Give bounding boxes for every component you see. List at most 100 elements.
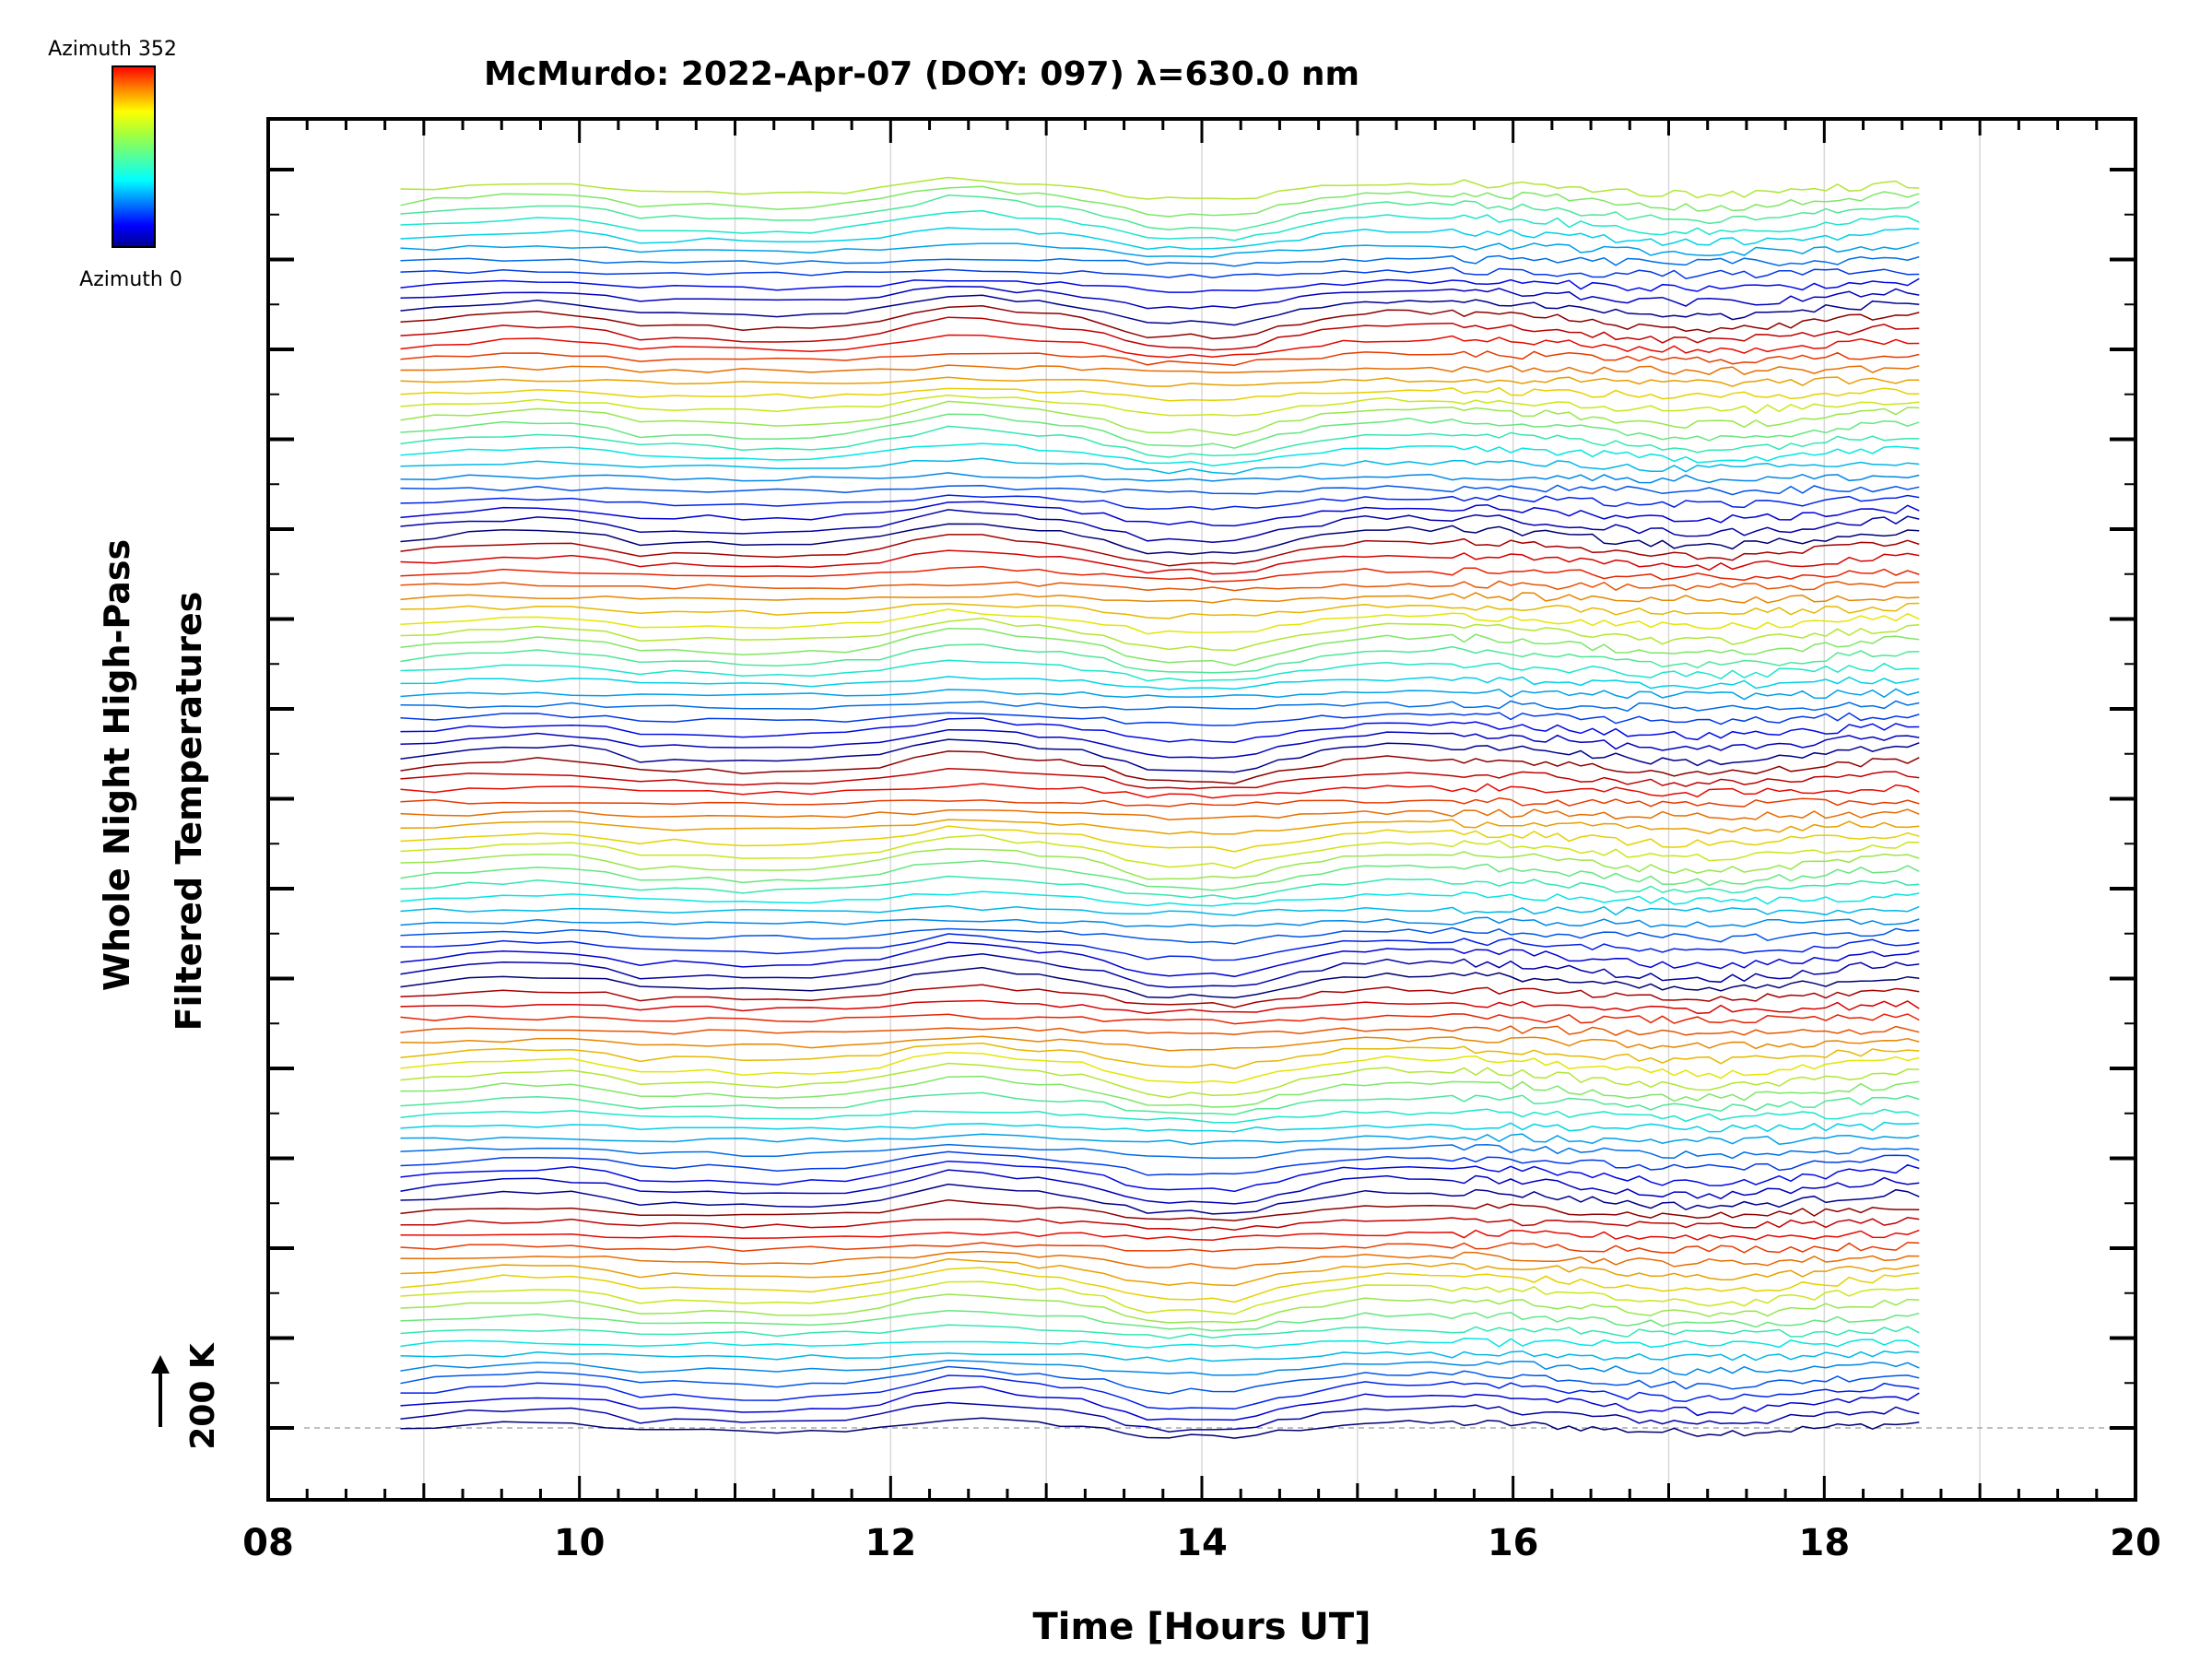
trace-line <box>400 1121 1920 1133</box>
trace-line <box>400 285 1920 310</box>
trace-line <box>400 386 1920 402</box>
trace-line <box>400 984 1920 1008</box>
traces <box>400 176 1920 1439</box>
trace-line <box>400 728 1920 760</box>
scale-bar-label: 200 K <box>184 1342 222 1450</box>
trace-line <box>400 1217 1920 1232</box>
trace-line <box>400 254 1920 267</box>
trace-line <box>400 1365 1920 1395</box>
x-tick-label: 20 <box>2110 1522 2161 1564</box>
colorbar-gradient <box>112 65 156 248</box>
chart-title: McMurdo: 2022-Apr-07 (DOY: 097) λ=630.0 … <box>484 55 1359 93</box>
trace-line <box>400 1267 1920 1303</box>
trace-line <box>400 1143 1920 1160</box>
trace-line <box>400 549 1920 575</box>
trace-line <box>400 750 1920 784</box>
trace-line <box>400 608 1920 635</box>
trace-line <box>400 1374 1920 1410</box>
trace-line <box>400 628 1920 666</box>
trace-line <box>400 350 1920 366</box>
trace-line <box>400 442 1920 466</box>
trace-line <box>400 602 1920 619</box>
trace-line <box>400 1350 1920 1362</box>
trace-line <box>400 523 1920 556</box>
colorbar-bottom-label: Azimuth 0 <box>79 268 182 291</box>
scale-bar: 200 K <box>151 1342 222 1450</box>
trace-line <box>400 457 1920 475</box>
trace-line <box>400 534 1920 567</box>
trace-line <box>400 565 1920 583</box>
trace-line <box>400 834 1920 869</box>
trace-line <box>400 277 1920 293</box>
trace-line <box>400 819 1920 835</box>
trace-line <box>400 875 1920 900</box>
trace-line <box>400 209 1920 242</box>
trace-line <box>400 242 1920 258</box>
trace-line <box>400 688 1920 701</box>
trace-line <box>400 176 1920 200</box>
trace-line <box>400 825 1920 853</box>
trace-line <box>400 1035 1920 1052</box>
trace-line <box>400 1360 1920 1376</box>
trace-line <box>400 425 1920 458</box>
axis-ticks: 08 10 12 14 16 18 20 <box>242 119 2161 1564</box>
trace-line <box>400 1198 1920 1221</box>
trace-line <box>400 676 1920 690</box>
trace-line <box>400 1417 1920 1439</box>
trace-line <box>400 1293 1920 1324</box>
trace-line <box>400 400 1920 436</box>
trace-line <box>400 1051 1920 1084</box>
trace-line <box>400 1075 1920 1108</box>
x-tick-label: 16 <box>1488 1522 1539 1564</box>
trace-line <box>400 1025 1920 1036</box>
trace-line <box>400 717 1920 743</box>
trace-line <box>400 1401 1920 1433</box>
y-axis-label-line2: Filtered Temperatures <box>169 592 209 1032</box>
trace-line <box>400 848 1920 880</box>
trace-line <box>400 195 1920 231</box>
y-axis-label-line1: Whole Night High-Pass <box>97 539 137 991</box>
trace-line <box>400 1386 1920 1421</box>
trace-line <box>400 933 1920 961</box>
trace-line <box>400 1324 1920 1339</box>
x-tick-label: 12 <box>865 1522 916 1564</box>
x-tick-label: 10 <box>554 1522 606 1564</box>
trace-line <box>400 1242 1920 1254</box>
trace-line <box>400 394 1920 417</box>
trace-line <box>400 580 1920 592</box>
trace-line <box>400 926 1920 945</box>
trace-line <box>400 1229 1920 1241</box>
trace-line <box>400 227 1920 250</box>
trace-line <box>400 618 1920 652</box>
trace-line <box>400 700 1920 713</box>
trace-line <box>400 953 1920 988</box>
trace-line <box>400 796 1920 808</box>
trace-line <box>400 1042 1920 1069</box>
trace-line <box>400 316 1920 351</box>
trace-line <box>400 738 1920 773</box>
trace-line <box>400 768 1920 790</box>
trace-line <box>400 859 1920 891</box>
trace-line <box>400 1160 1920 1193</box>
trace-line <box>400 808 1920 820</box>
trace-line <box>400 659 1920 682</box>
trace-line <box>400 941 1920 978</box>
trace-line <box>400 1250 1920 1269</box>
x-tick-label: 18 <box>1798 1522 1850 1564</box>
trace-line <box>400 364 1920 376</box>
trace-line <box>400 1013 1920 1025</box>
x-tick-label: 14 <box>1176 1522 1228 1564</box>
trace-line <box>400 905 1920 916</box>
trace-line <box>400 643 1920 674</box>
trace-line <box>400 712 1920 726</box>
colorbar: Azimuth 352 Azimuth 0 <box>48 38 182 291</box>
trace-line <box>400 592 1920 604</box>
y-axis-label: Whole Night High-Pass Filtered Temperatu… <box>97 539 209 1031</box>
trace-line <box>400 783 1920 799</box>
trace-line <box>400 1133 1920 1146</box>
trace-line <box>400 1091 1920 1115</box>
trace-line <box>400 890 1920 907</box>
grid <box>304 119 2120 1500</box>
trace-line <box>400 1338 1920 1349</box>
trace-line <box>400 999 1920 1015</box>
